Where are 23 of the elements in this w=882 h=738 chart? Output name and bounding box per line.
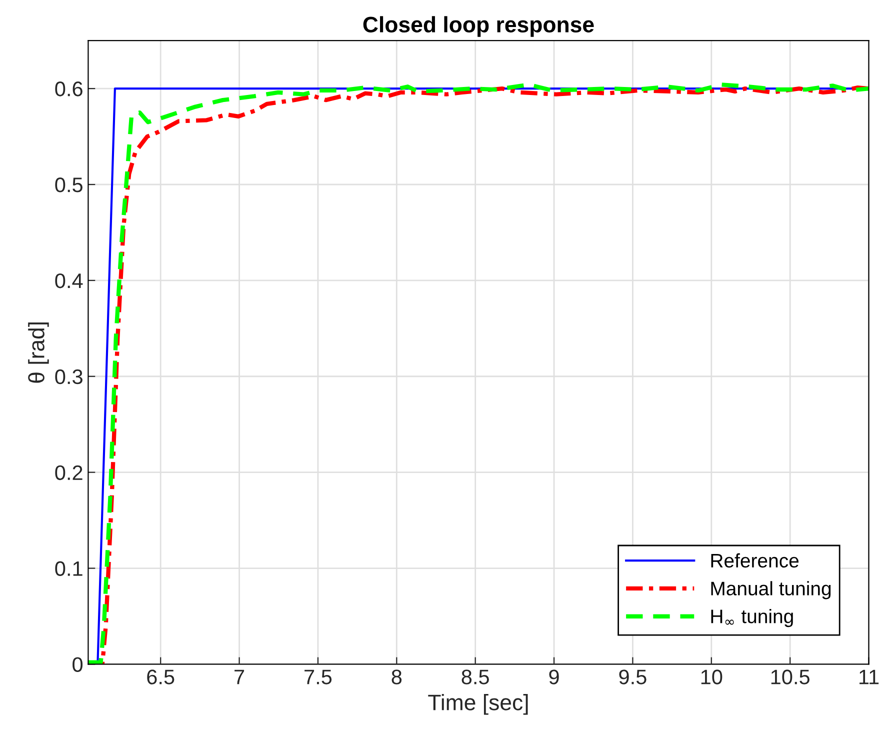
y-tick-label: 0 xyxy=(72,657,83,672)
y-axis-title: θ [rad] xyxy=(28,322,49,383)
y-tick-label: 0.2 xyxy=(55,465,82,480)
chart-title: Closed loop response xyxy=(363,16,594,37)
x-tick-label: 10 xyxy=(701,670,722,684)
x-tick-label: 7 xyxy=(234,670,244,684)
x-tick-label: 8.5 xyxy=(462,670,489,684)
x-tick-label: 7.5 xyxy=(304,670,332,684)
y-tick-label: 0.3 xyxy=(55,369,82,384)
y-tick-label: 0.5 xyxy=(55,178,82,192)
legend-label: Reference xyxy=(711,553,799,568)
x-tick-label: 9.5 xyxy=(619,670,646,684)
y-tick-label: 0.4 xyxy=(55,273,83,288)
x-axis-title: Time [sec] xyxy=(428,694,528,715)
y-tick-label: 0.6 xyxy=(55,82,82,96)
x-tick-label: 8 xyxy=(392,670,402,684)
x-tick-label: 9 xyxy=(549,670,559,684)
x-tick-label: 11 xyxy=(860,670,879,684)
legend-label: H$_{∞}$ tuning xyxy=(711,608,793,628)
legend-label: Manual tuning xyxy=(711,581,831,600)
y-tick-label: 0.1 xyxy=(55,561,82,576)
x-tick-label: 10.5 xyxy=(771,670,810,684)
x-tick-label: 6.5 xyxy=(147,670,174,684)
